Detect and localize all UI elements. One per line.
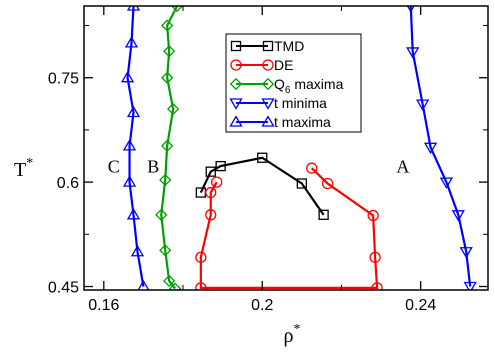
legend-label: DE (274, 57, 293, 73)
data-point (406, 47, 420, 59)
series-line (199, 167, 379, 290)
legend-entry: t maxima (229, 114, 331, 130)
data-point (195, 282, 207, 290)
series-line (160, 6, 179, 290)
region-label: B (147, 156, 159, 176)
data-point (296, 178, 307, 189)
data-point (122, 139, 137, 151)
data-point (120, 70, 135, 83)
data-point (371, 282, 383, 290)
data-point (126, 6, 141, 11)
y-tick-label: 0.45 (48, 280, 79, 297)
annotation-layer: A B C (108, 156, 410, 176)
legend-entry: t minima (229, 95, 327, 111)
legend-marker (262, 40, 274, 52)
legend-label: t minima (274, 95, 327, 111)
data-point (369, 251, 381, 263)
data-point (137, 279, 150, 290)
data-point (205, 209, 217, 221)
legend-entry: TMD (230, 38, 304, 54)
data-point (163, 274, 176, 288)
series-line (409, 6, 472, 287)
plot-frame (83, 5, 489, 291)
region-label: A (396, 156, 409, 176)
data-point (416, 99, 430, 111)
data-point (161, 139, 174, 153)
data-point (205, 166, 216, 177)
y-tick-label: 0.6 (57, 175, 79, 192)
x-axis-label: ρ* (284, 322, 301, 347)
data-point (159, 244, 172, 257)
data-point (130, 244, 145, 257)
data-point (463, 281, 477, 290)
data-point (161, 19, 174, 32)
data-point (159, 173, 172, 187)
legend-label: t maxima (274, 114, 331, 130)
data-point (168, 282, 182, 290)
series-0 (195, 152, 329, 220)
data-point (163, 45, 176, 58)
series-1 (195, 162, 383, 290)
legend-entry: DE (230, 57, 293, 73)
legend-marker (229, 98, 243, 110)
region-label: C (108, 156, 120, 176)
data-point (439, 177, 454, 189)
data-point (423, 142, 438, 155)
legend-marker (230, 40, 242, 52)
data-point (321, 177, 334, 190)
data-point (367, 209, 379, 222)
series-layer (120, 6, 477, 290)
data-point (161, 71, 174, 84)
legend-label: Q6 maxima (274, 76, 344, 96)
x-tick-label: 0.24 (405, 297, 436, 314)
legend-entry: Q6 maxima (229, 76, 344, 96)
data-point (205, 186, 217, 199)
data-point (170, 6, 184, 13)
y-axis-label: T* (14, 156, 33, 181)
series-3 (406, 6, 477, 290)
series-2 (155, 6, 184, 290)
x-tick-label: 0.2 (251, 297, 273, 314)
legend-marker (229, 115, 243, 127)
data-point (306, 162, 318, 174)
data-point (318, 209, 329, 220)
legend-marker (261, 77, 275, 91)
data-point (126, 208, 141, 220)
series-line (199, 156, 325, 216)
data-point (124, 36, 139, 48)
legend-marker (229, 77, 243, 91)
data-point (155, 208, 168, 221)
data-point (195, 251, 207, 263)
data-point (459, 247, 473, 259)
ticks-layer: 0.16 0.2 0.24 0.45 0.6 0.75 (48, 6, 488, 314)
x-tick-label: 0.16 (88, 297, 119, 314)
legend-marker (230, 59, 242, 71)
data-point (211, 176, 223, 188)
legend-marker (261, 98, 275, 110)
legend-label: TMD (274, 38, 304, 54)
series-line (126, 6, 145, 287)
data-point (166, 102, 180, 116)
data-point (451, 210, 465, 222)
data-point (257, 152, 268, 163)
series-4 (120, 6, 150, 290)
legend-marker (262, 59, 274, 71)
legend-marker (261, 115, 275, 127)
y-tick-label: 0.75 (48, 71, 79, 88)
data-point (122, 175, 137, 187)
data-point (126, 105, 141, 118)
data-point (215, 160, 226, 172)
